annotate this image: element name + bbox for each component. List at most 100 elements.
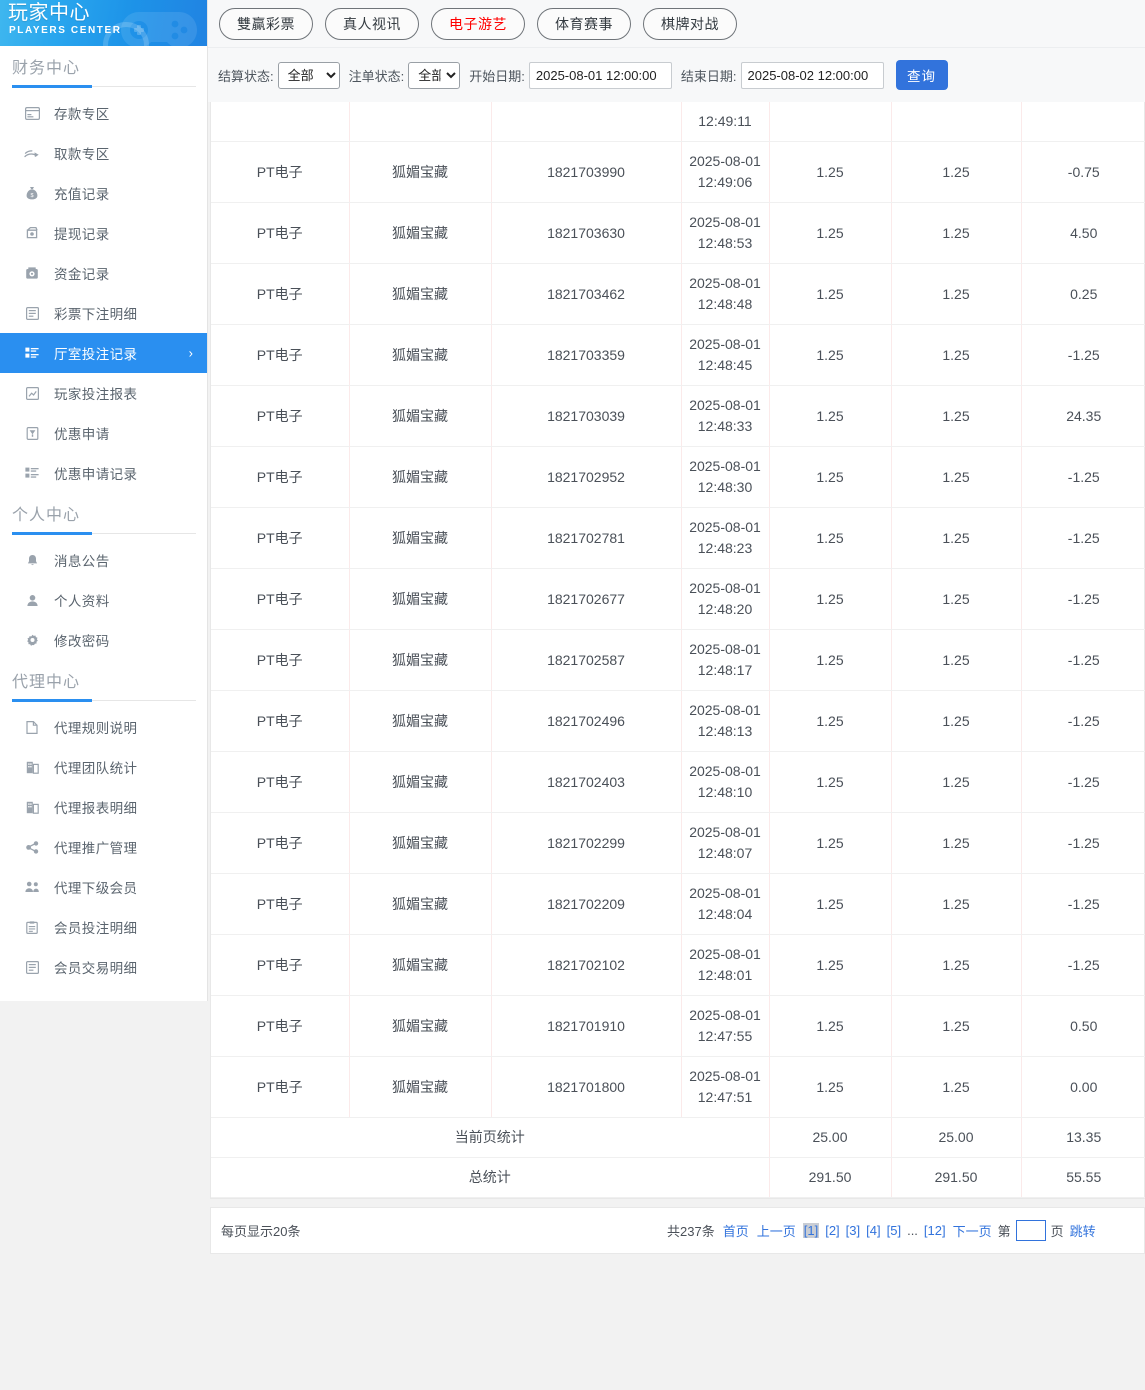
table-row[interactable]: PT电子 狐媚宝藏 1821701910 2025-08-01 12:47:55 … [211,995,1145,1057]
withdraw-icon [22,225,42,241]
query-button[interactable]: 查询 [895,60,948,90]
tab-sports[interactable]: 体育赛事 [537,7,631,40]
table-row[interactable]: PT电子 狐媚宝藏 1821703990 2025-08-01 12:49:06 … [211,141,1145,203]
bet-status-select[interactable]: 全部 [408,61,461,89]
page-link-last[interactable]: [12] [923,1223,946,1238]
cell-order: 1821702209 [491,873,682,935]
sidebar-item-deposit[interactable]: 存款专区 [0,93,207,133]
cell-profit: -1.25 [1021,812,1145,874]
sidebar-item-agent-team-stats[interactable]: 代理团队统计 [0,747,207,787]
sidebar-item-agent-report-detail[interactable]: 代理报表明细 [0,787,207,827]
table-row[interactable]: PT电子 狐媚宝藏 1821703039 2025-08-01 12:48:33 … [211,385,1145,447]
cell-valid: 1.25 [891,324,1022,386]
share-icon [22,839,42,855]
tab-lottery[interactable]: 雙贏彩票 [219,7,313,40]
svg-text:$: $ [30,193,33,199]
cell-game: 狐媚宝藏 [349,873,492,935]
cell-order: 1821703462 [491,263,682,325]
table-row[interactable]: PT电子 狐媚宝藏 1821703359 2025-08-01 12:48:45 … [211,324,1145,386]
sidebar-item-promo-apply[interactable]: 优惠申请 [0,413,207,453]
sidebar-item-agent-rules[interactable]: 代理规则说明 [0,707,207,747]
cell-game: 狐媚宝藏 [349,263,492,325]
sidebar-item-member-bet-detail[interactable]: 会员投注明细 [0,907,207,947]
cell-bet: 1.25 [769,507,892,569]
sidebar-item-agent-promotion[interactable]: 代理推广管理 [0,827,207,867]
sidebar-item-promo-apply-records[interactable]: 优惠申请记录 [0,453,207,493]
sidebar-item-member-transaction-detail[interactable]: 会员交易明细 [0,947,207,987]
cell-platform: PT电子 [211,568,350,630]
sidebar-item-agent-subordinates[interactable]: 代理下级会员 [0,867,207,907]
sidebar-item-fund-records[interactable]: 资金记录 [0,253,207,293]
bet-records-panel: 12:49:11 PT电子 狐媚宝藏 1821703990 2025-08-01… [210,102,1145,1199]
cell-bet: 1.25 [769,934,892,996]
table-row[interactable]: PT电子 狐媚宝藏 1821702952 2025-08-01 12:48:30 … [211,446,1145,508]
sidebar-item-label: 消息公告 [54,554,110,569]
sidebar-item-lottery-bet-detail[interactable]: 彩票下注明细 [0,293,207,333]
tab-slots[interactable]: 电子游艺 [431,7,525,40]
sidebar-item-hall-bet-records[interactable]: 厅室投注记录 › [0,333,207,373]
cell-valid: 1.25 [891,1056,1022,1118]
table-row[interactable]: PT电子 狐媚宝藏 1821703630 2025-08-01 12:48:53 … [211,202,1145,264]
table-body: 12:49:11 PT电子 狐媚宝藏 1821703990 2025-08-01… [211,102,1145,1198]
cell-game: 狐媚宝藏 [349,324,492,386]
cell-order: 1821703630 [491,202,682,264]
table-row[interactable]: PT电子 狐媚宝藏 1821702781 2025-08-01 12:48:23 … [211,507,1145,569]
start-date-input[interactable] [528,61,672,89]
users-icon [22,879,42,895]
tab-live-casino[interactable]: 真人视讯 [325,7,419,40]
page-link-3[interactable]: [3] [845,1223,861,1238]
page-link-2[interactable]: [2] [825,1223,840,1238]
cell-order [491,102,682,142]
table-row[interactable]: PT电子 狐媚宝藏 1821701800 2025-08-01 12:47:51 … [211,1056,1145,1118]
next-page-link[interactable]: 下一页 [952,1224,992,1239]
cell-game: 狐媚宝藏 [349,690,492,752]
cell-profit: -1.25 [1021,629,1145,691]
jump-button[interactable]: 跳转 [1069,1224,1096,1239]
sidebar-item-notices[interactable]: 消息公告 [0,540,207,580]
brand-title: 玩家中心 [8,2,90,24]
chevron-right-icon: › [188,345,193,361]
table-row[interactable]: PT电子 狐媚宝藏 1821702587 2025-08-01 12:48:17 … [211,629,1145,691]
page-link-1[interactable]: [1] [802,1223,820,1238]
sidebar-item-label: 优惠申请记录 [54,467,138,482]
table-row[interactable]: PT电子 狐媚宝藏 1821702299 2025-08-01 12:48:07 … [211,812,1145,874]
cell-datetime: 2025-08-01 12:47:55 [681,995,770,1057]
sidebar-item-player-bet-report[interactable]: 玩家投注报表 [0,373,207,413]
table-row[interactable]: PT电子 狐媚宝藏 1821702496 2025-08-01 12:48:13 … [211,690,1145,752]
sidebar-item-withdraw-records[interactable]: 提现记录 [0,213,207,253]
pagination-controls: 共237条 首页 上一页 [1] [2] [3] [4] [5] ... [12… [667,1220,1100,1241]
sidebar-item-change-password[interactable]: 修改密码 [0,620,207,660]
page-link-5[interactable]: [5] [886,1223,902,1238]
table-row[interactable]: PT电子 狐媚宝藏 1821702209 2025-08-01 12:48:04 … [211,873,1145,935]
sidebar-menu-personal: 消息公告 个人资料 修改密码 [0,540,207,660]
table-row[interactable]: PT电子 狐媚宝藏 1821702403 2025-08-01 12:48:10 … [211,751,1145,813]
cell-valid [891,102,1022,142]
cell-bet: 1.25 [769,751,892,813]
clipboard-icon [22,919,42,935]
jump-page-input[interactable] [1015,1220,1046,1241]
table-row[interactable]: PT电子 狐媚宝藏 1821703462 2025-08-01 12:48:48 … [211,263,1145,325]
cell-order: 1821702587 [491,629,682,691]
sidebar-item-profile[interactable]: 个人资料 [0,580,207,620]
page-summary-row: 当前页统计 25.00 25.00 13.35 [211,1117,1145,1158]
sidebar-item-withdraw-zone[interactable]: 取款专区 [0,133,207,173]
table-row[interactable]: PT电子 狐媚宝藏 1821702677 2025-08-01 12:48:20 … [211,568,1145,630]
section-title-agent: 代理中心 [12,674,81,691]
end-date-input[interactable] [740,61,884,89]
sidebar-item-label: 修改密码 [54,634,110,649]
cell-platform: PT电子 [211,995,350,1057]
table-row-partial[interactable]: 12:49:11 [211,102,1145,142]
tab-chess-cards[interactable]: 棋牌对战 [643,7,737,40]
sidebar-item-label: 代理推广管理 [54,841,138,856]
prev-page-link[interactable]: 上一页 [756,1224,796,1239]
cell-bet: 1.25 [769,446,892,508]
first-page-link[interactable]: 首页 [722,1224,749,1239]
sidebar-section-agent: 代理中心 [0,660,207,702]
settle-status-select[interactable]: 全部 [277,61,340,89]
page-link-4[interactable]: [4] [866,1223,881,1238]
cell-bet: 1.25 [769,995,892,1057]
sidebar-item-recharge-records[interactable]: $ 充值记录 [0,173,207,213]
cell-valid: 1.25 [891,995,1022,1057]
grand-summary-valid: 291.50 [891,1157,1022,1198]
table-row[interactable]: PT电子 狐媚宝藏 1821702102 2025-08-01 12:48:01 … [211,934,1145,996]
